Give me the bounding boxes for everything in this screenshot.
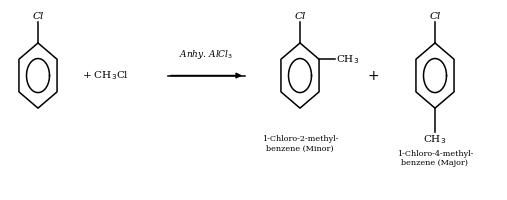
Text: Cl: Cl [294, 12, 306, 21]
Text: Cl: Cl [429, 12, 441, 21]
Text: 1-Chloro-2-methyl-
benzene (Minor): 1-Chloro-2-methyl- benzene (Minor) [262, 135, 338, 153]
Text: + CH$_3$Cl: + CH$_3$Cl [82, 69, 129, 82]
Text: CH$_3$: CH$_3$ [423, 133, 447, 146]
Text: Anhy. AlCl$_3$: Anhy. AlCl$_3$ [179, 48, 234, 61]
Text: +: + [367, 69, 379, 83]
Text: 1-Chloro-4-methyl-
benzene (Major): 1-Chloro-4-methyl- benzene (Major) [397, 150, 473, 167]
Text: Cl: Cl [32, 12, 44, 21]
Text: CH$_3$: CH$_3$ [336, 53, 359, 66]
